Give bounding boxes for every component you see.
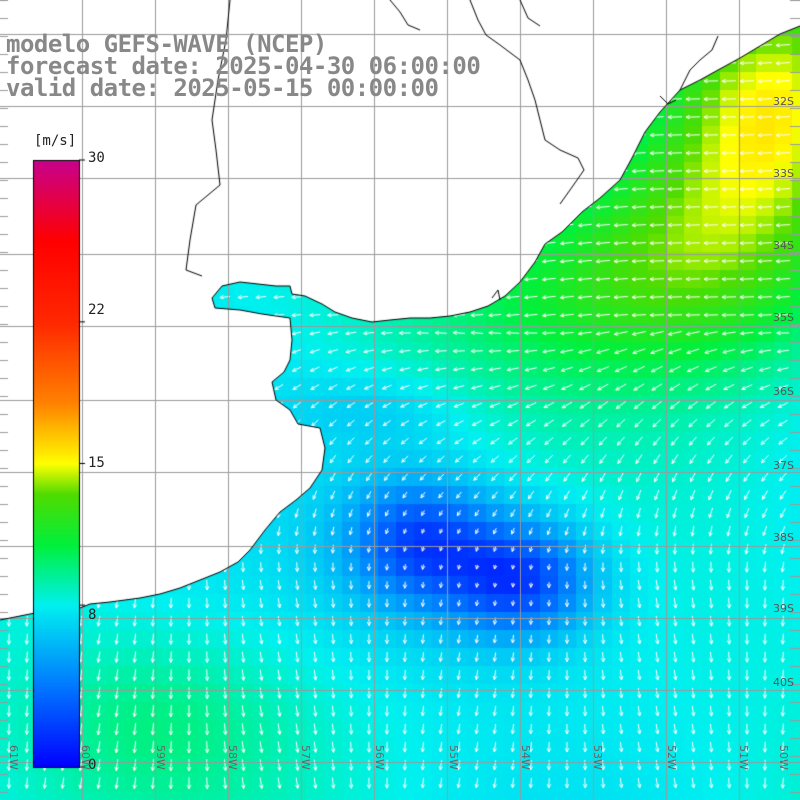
lon-label: 50W (777, 745, 790, 770)
lon-label: 56W (373, 745, 386, 770)
colorbar-tick-0: 0 (88, 757, 97, 773)
lon-label: 52W (665, 745, 678, 770)
colorbar-tick-22: 22 (88, 302, 105, 318)
colorbar-tick-30: 30 (88, 150, 105, 166)
lat-label: 34S (773, 239, 794, 252)
lon-label: 60W (79, 745, 92, 770)
lat-label: 39S (773, 602, 794, 615)
lat-label: 35S (773, 311, 794, 324)
colorbar-tick-15: 15 (88, 455, 105, 471)
lon-label: 57W (299, 745, 312, 770)
lon-label: 54W (519, 745, 532, 770)
lon-label: 51W (737, 745, 750, 770)
lon-label: 58W (226, 745, 239, 770)
lat-label: 40S (773, 676, 794, 689)
colorbar-tick-8: 8 (88, 607, 97, 623)
lon-label: 53W (591, 745, 604, 770)
title-forecast-date: forecast date: 2025-04-30 06:00:00 (6, 52, 481, 80)
title-valid-date: valid date: 2025-05-15 00:00:00 (6, 74, 439, 102)
lon-label: 55W (447, 745, 460, 770)
lat-label: 33S (773, 167, 794, 180)
lon-label: 61W (7, 745, 20, 770)
colorbar-unit: [m/s] (34, 133, 77, 149)
title-model: modelo GEFS-WAVE (NCEP) (6, 30, 327, 58)
lat-label: 32S (773, 95, 794, 108)
lat-label: 36S (773, 385, 794, 398)
lat-label: 37S (773, 459, 794, 472)
lat-label: 38S (773, 531, 794, 544)
lon-label: 59W (154, 745, 167, 770)
